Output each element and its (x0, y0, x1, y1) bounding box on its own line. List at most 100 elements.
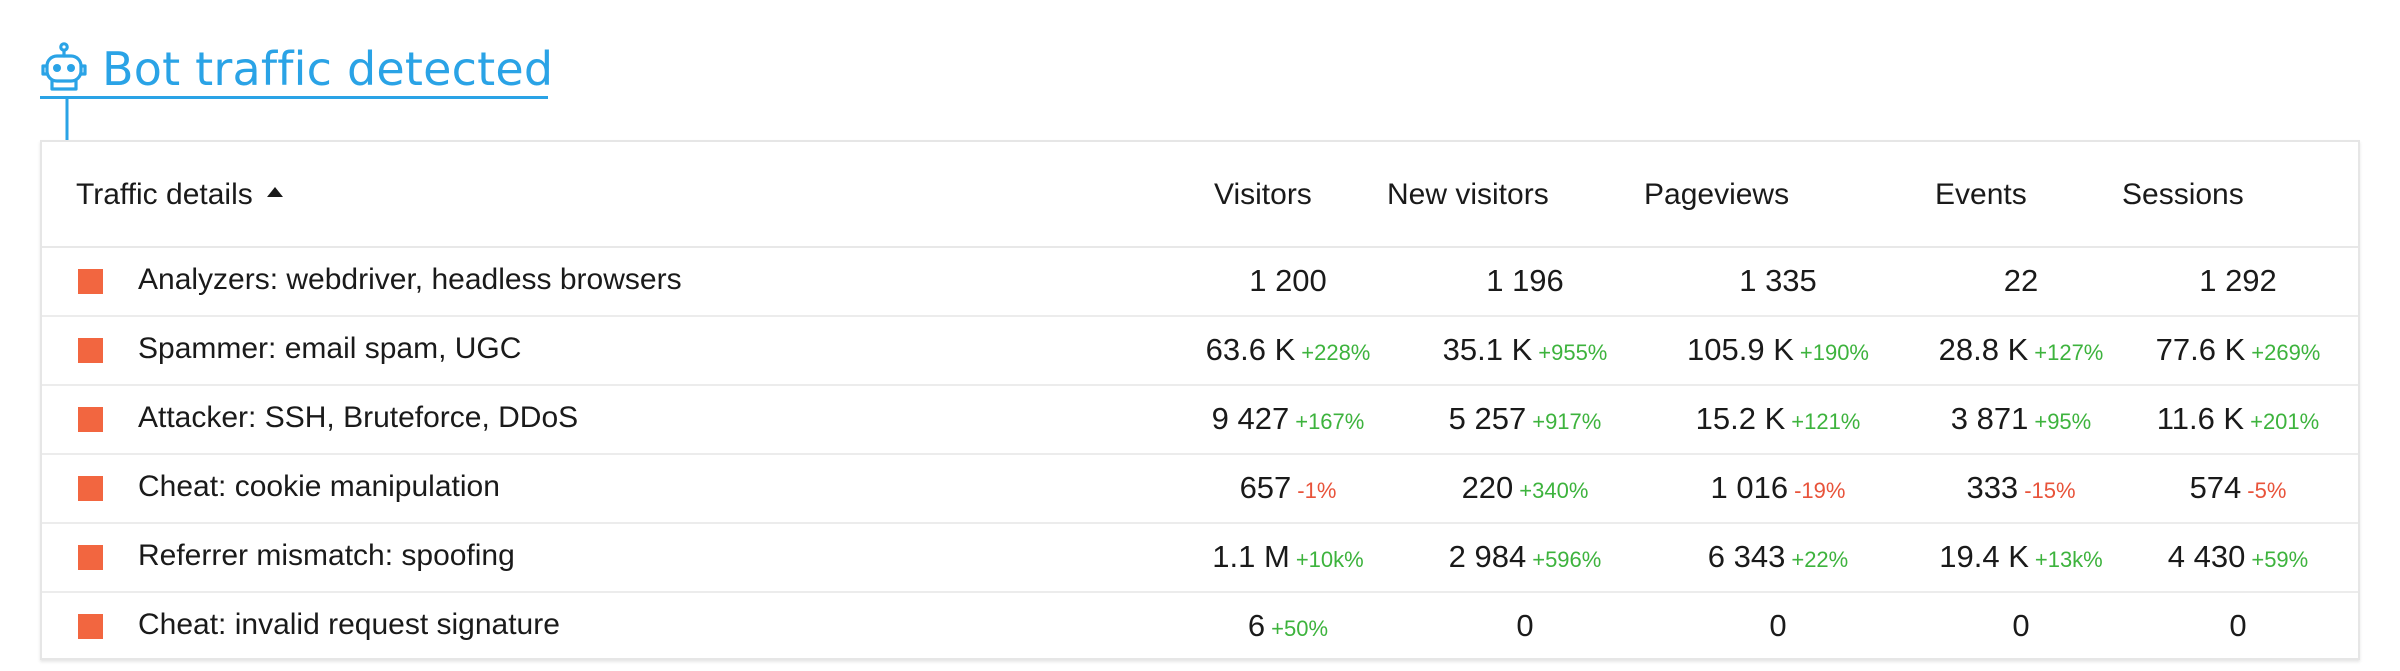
change-percent: +121% (1791, 409, 1861, 434)
change-percent: +13k% (2034, 547, 2103, 572)
category-color-swatch (78, 338, 103, 363)
cell-sessions: 574 -5% (2190, 470, 2287, 506)
cell-sessions: 1 292 (2199, 263, 2277, 299)
metric-value: 3 871 (1950, 401, 2029, 436)
traffic-table: Traffic details Visitors New visitors Pa… (40, 140, 2360, 660)
row-label[interactable]: Analyzers: webdriver, headless browsers (138, 263, 682, 296)
metric-value: 220 (1461, 470, 1514, 505)
metric-value: 5 257 (1448, 401, 1527, 436)
metric-value: 1 200 (1249, 263, 1327, 298)
cell-pageviews: 0 (1769, 608, 1786, 644)
cell-new-visitors: 1 196 (1486, 263, 1564, 299)
metric-value: 0 (2229, 608, 2247, 643)
cell-events: 19.4 K +13k% (1939, 539, 2103, 575)
table-header: Traffic details Visitors New visitors Pa… (42, 142, 2358, 248)
row-label[interactable]: Attacker: SSH, Bruteforce, DDoS (138, 401, 579, 434)
metric-value: 2 984 (1448, 539, 1527, 574)
metric-value: 1 335 (1739, 263, 1817, 298)
table-row[interactable]: Attacker: SSH, Bruteforce, DDoS 9 427 +167… (42, 384, 2358, 455)
column-header-visitors[interactable]: Visitors (1214, 178, 1312, 211)
change-percent: +95% (2034, 409, 2092, 434)
change-percent: +59% (2251, 547, 2309, 572)
change-percent: +190% (1799, 340, 1869, 365)
table-row[interactable]: Referrer mismatch: spoofing 1.1 M +10k% 2 9… (42, 522, 2358, 593)
metric-value: 19.4 K (1939, 539, 2029, 574)
page-title[interactable]: Bot traffic detected (102, 42, 554, 96)
change-percent: +955% (1538, 340, 1608, 365)
category-color-swatch (78, 476, 103, 501)
cell-visitors: 9 427 +167% (1212, 401, 1365, 437)
category-color-swatch (78, 407, 103, 432)
metric-value: 1 196 (1486, 263, 1564, 298)
change-percent: +50% (1271, 616, 1329, 641)
report-header[interactable]: Bot traffic detected (36, 34, 553, 104)
change-percent: +127% (2034, 340, 2104, 365)
cell-pageviews: 1 335 (1739, 263, 1817, 299)
change-percent: +201% (2250, 409, 2320, 434)
robot-icon (41, 42, 87, 91)
change-percent: -19% (1794, 478, 1846, 503)
table-row[interactable]: Cheat: invalid request signature 6 +50% 0 0 0… (42, 591, 2358, 660)
metric-value: 0 (1769, 608, 1787, 643)
metric-value: 1.1 M (1212, 539, 1290, 574)
metric-value: 63.6 K (1205, 332, 1296, 367)
table-row[interactable]: Spammer: email spam, UGC 63.6 K +228% 35.1 … (42, 315, 2358, 386)
cell-visitors: 6 +50% (1248, 608, 1328, 644)
metric-value: 9 427 (1211, 401, 1290, 436)
change-percent: +917% (1532, 409, 1602, 434)
cell-new-visitors: 2 984 +596% (1449, 539, 1602, 575)
cell-events: 3 871 +95% (1951, 401, 2091, 437)
cell-new-visitors: 0 (1516, 608, 1533, 644)
cell-events: 333 -15% (1966, 470, 2075, 506)
category-color-swatch (78, 614, 103, 639)
change-percent: +228% (1301, 340, 1371, 365)
table-row[interactable]: Analyzers: webdriver, headless browsers 1… (42, 246, 2358, 317)
cell-pageviews: 1 016 -19% (1711, 470, 1846, 506)
row-label[interactable]: Cheat: cookie manipulation (138, 470, 500, 503)
category-color-swatch (78, 545, 103, 570)
metric-value: 15.2 K (1695, 401, 1786, 436)
cell-new-visitors: 35.1 K +955% (1443, 332, 1608, 368)
change-percent: +10k% (1295, 547, 1364, 572)
cell-sessions: 0 (2229, 608, 2246, 644)
metric-value: 333 (1966, 470, 2019, 505)
cell-events: 0 (2012, 608, 2029, 644)
metric-value: 11.6 K (2156, 401, 2245, 436)
metric-value: 77.6 K (2155, 332, 2246, 367)
cell-events: 22 (2004, 263, 2038, 299)
column-header-pageviews[interactable]: Pageviews (1644, 178, 1790, 211)
metric-value: 35.1 K (1442, 332, 1533, 367)
metric-value: 1 292 (2199, 263, 2277, 298)
column-header-traffic-details[interactable]: Traffic details (76, 178, 283, 212)
table-row[interactable]: Cheat: cookie manipulation 657 -1% 220 +340%… (42, 453, 2358, 524)
metric-value: 0 (2012, 608, 2030, 643)
change-percent: +269% (2251, 340, 2321, 365)
change-percent: -15% (2024, 478, 2076, 503)
column-header-new-visitors[interactable]: New visitors (1387, 178, 1549, 211)
metric-value: 657 (1239, 470, 1292, 505)
cell-pageviews: 15.2 K +121% (1696, 401, 1861, 437)
metric-value: 1 016 (1710, 470, 1789, 505)
cell-events: 28.8 K +127% (1939, 332, 2104, 368)
cell-sessions: 77.6 K +269% (2156, 332, 2321, 368)
change-percent: +596% (1532, 547, 1602, 572)
row-label[interactable]: Referrer mismatch: spoofing (138, 539, 515, 572)
row-label[interactable]: Cheat: invalid request signature (138, 608, 560, 641)
change-percent: -5% (2247, 478, 2287, 503)
row-label[interactable]: Spammer: email spam, UGC (138, 332, 522, 365)
sort-caret-icon (266, 187, 283, 198)
metric-value: 6 (1247, 608, 1266, 643)
title-underline (40, 96, 548, 99)
cell-new-visitors: 5 257 +917% (1449, 401, 1602, 437)
cell-visitors: 1 200 (1249, 263, 1327, 299)
metric-value: 574 (2189, 470, 2242, 505)
cell-pageviews: 6 343 +22% (1708, 539, 1848, 575)
change-percent: +22% (1791, 547, 1849, 572)
cell-pageviews: 105.9 K +190% (1687, 332, 1869, 368)
cell-sessions: 4 430 +59% (2168, 539, 2308, 575)
column-header-events[interactable]: Events (1935, 178, 2027, 211)
cell-visitors: 1.1 M +10k% (1212, 539, 1363, 575)
column-header-sessions[interactable]: Sessions (2122, 178, 2244, 211)
metric-value: 6 343 (1707, 539, 1786, 574)
cell-visitors: 63.6 K +228% (1206, 332, 1371, 368)
